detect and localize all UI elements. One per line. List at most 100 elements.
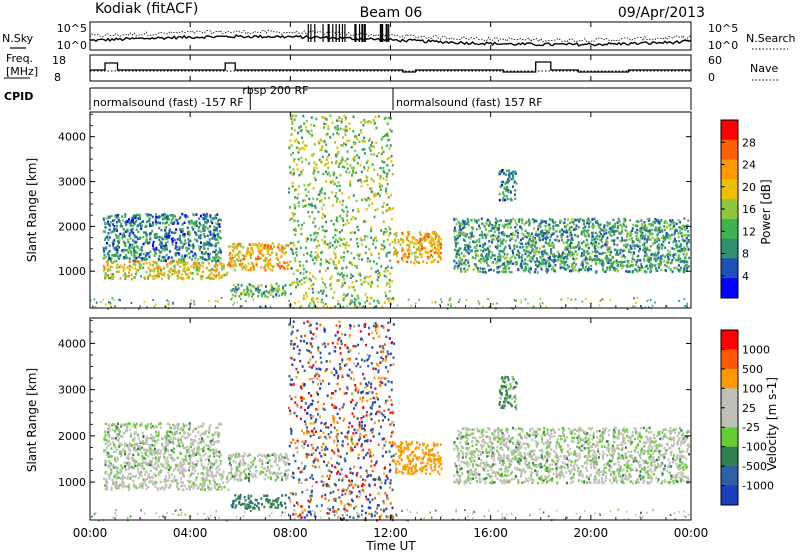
echo-cell <box>482 270 485 274</box>
echo-cell <box>656 232 659 236</box>
echo-cell <box>386 203 389 206</box>
echo-cell <box>215 274 218 277</box>
echo-cell <box>456 265 459 268</box>
echo-cell <box>131 246 133 249</box>
echo-cell <box>306 294 309 298</box>
echo-cell <box>646 229 649 233</box>
echo-cell <box>208 474 210 477</box>
echo-cell <box>588 225 591 229</box>
echo-cell <box>264 257 267 260</box>
echo-cell <box>297 141 300 145</box>
echo-cell <box>651 236 654 240</box>
echo-cell <box>552 244 555 248</box>
echo-cell <box>560 238 563 242</box>
echo-cell <box>300 304 303 308</box>
echo-cell <box>315 163 318 166</box>
echo-cell <box>334 228 337 232</box>
echo-cell <box>525 268 528 271</box>
echo-cell <box>176 219 179 222</box>
echo-cell <box>197 235 200 238</box>
echo-cell <box>552 260 555 264</box>
echo-cell <box>673 239 676 243</box>
echo-cell <box>379 188 382 191</box>
echo-cell <box>498 224 501 227</box>
echo-cell <box>621 239 624 242</box>
echo-cell <box>157 465 160 468</box>
echo-cell <box>239 259 242 262</box>
echo-cell <box>264 294 267 298</box>
echo-cell <box>351 231 354 234</box>
echo-cell <box>249 266 252 270</box>
echo-cell <box>506 234 508 238</box>
ground-echo-cell <box>93 298 96 301</box>
ground-echo-cell <box>609 299 612 302</box>
echo-cell <box>529 256 532 259</box>
echo-cell <box>194 231 196 234</box>
echo-cell <box>681 224 684 227</box>
echo-cell <box>186 432 189 435</box>
echo-cell <box>624 229 627 232</box>
echo-cell <box>126 248 128 252</box>
echo-cell <box>218 276 221 279</box>
echo-cell <box>104 236 107 240</box>
echo-cell <box>645 253 648 256</box>
echo-cell <box>205 475 208 478</box>
echo-cell <box>233 268 236 272</box>
echo-cell <box>260 292 263 296</box>
echo-cell <box>655 269 658 272</box>
ground-echo-cell <box>233 302 236 305</box>
echo-cell <box>275 293 278 296</box>
echo-cell <box>647 255 650 259</box>
echo-cell <box>226 272 228 275</box>
echo-cell <box>401 239 404 243</box>
echo-cell <box>105 450 108 454</box>
echo-cell <box>644 228 647 231</box>
echo-cell <box>517 249 520 253</box>
echo-cell <box>625 230 628 233</box>
echo-cell <box>313 304 316 307</box>
echo-cell <box>232 283 235 287</box>
echo-cell <box>104 484 107 487</box>
echo-cell <box>115 448 118 452</box>
echo-cell <box>667 249 670 252</box>
ground-echo-cell <box>390 303 392 306</box>
echo-cell <box>386 157 389 161</box>
echo-cell <box>160 246 163 249</box>
echo-cell <box>554 238 557 242</box>
echo-cell <box>325 170 327 173</box>
echo-cell <box>215 270 217 273</box>
echo-cell <box>355 237 358 241</box>
echo-cell <box>609 258 612 262</box>
ground-echo-cell <box>647 299 649 302</box>
echo-cell <box>564 247 566 250</box>
echo-cell <box>684 228 687 231</box>
echo-cell <box>133 234 136 237</box>
echo-cell <box>168 476 171 479</box>
echo-cell <box>615 229 618 233</box>
echo-cell <box>147 436 150 440</box>
echo-cell <box>145 224 148 228</box>
echo-cell <box>545 220 548 223</box>
echo-cell <box>427 251 430 255</box>
echo-cell <box>671 219 674 222</box>
echo-cell <box>481 236 484 239</box>
y-tick-label: 4000 <box>58 131 86 144</box>
echo-cell <box>339 214 342 217</box>
echo-cell <box>525 221 528 224</box>
echo-cell <box>594 258 597 261</box>
echo-cell <box>216 264 219 267</box>
echo-cell <box>115 483 118 487</box>
echo-cell <box>178 248 181 251</box>
echo-cell <box>149 223 151 226</box>
echo-cell <box>184 454 187 458</box>
echo-cell <box>498 219 501 223</box>
echo-cell <box>216 431 219 434</box>
echo-cell <box>357 179 360 182</box>
echo-cell <box>318 270 321 273</box>
ground-echo-cell <box>541 302 544 305</box>
echo-cell <box>404 255 407 258</box>
echo-cell <box>636 232 639 235</box>
echo-cell <box>113 247 116 250</box>
echo-cell <box>129 422 131 426</box>
echo-cell <box>458 234 461 238</box>
